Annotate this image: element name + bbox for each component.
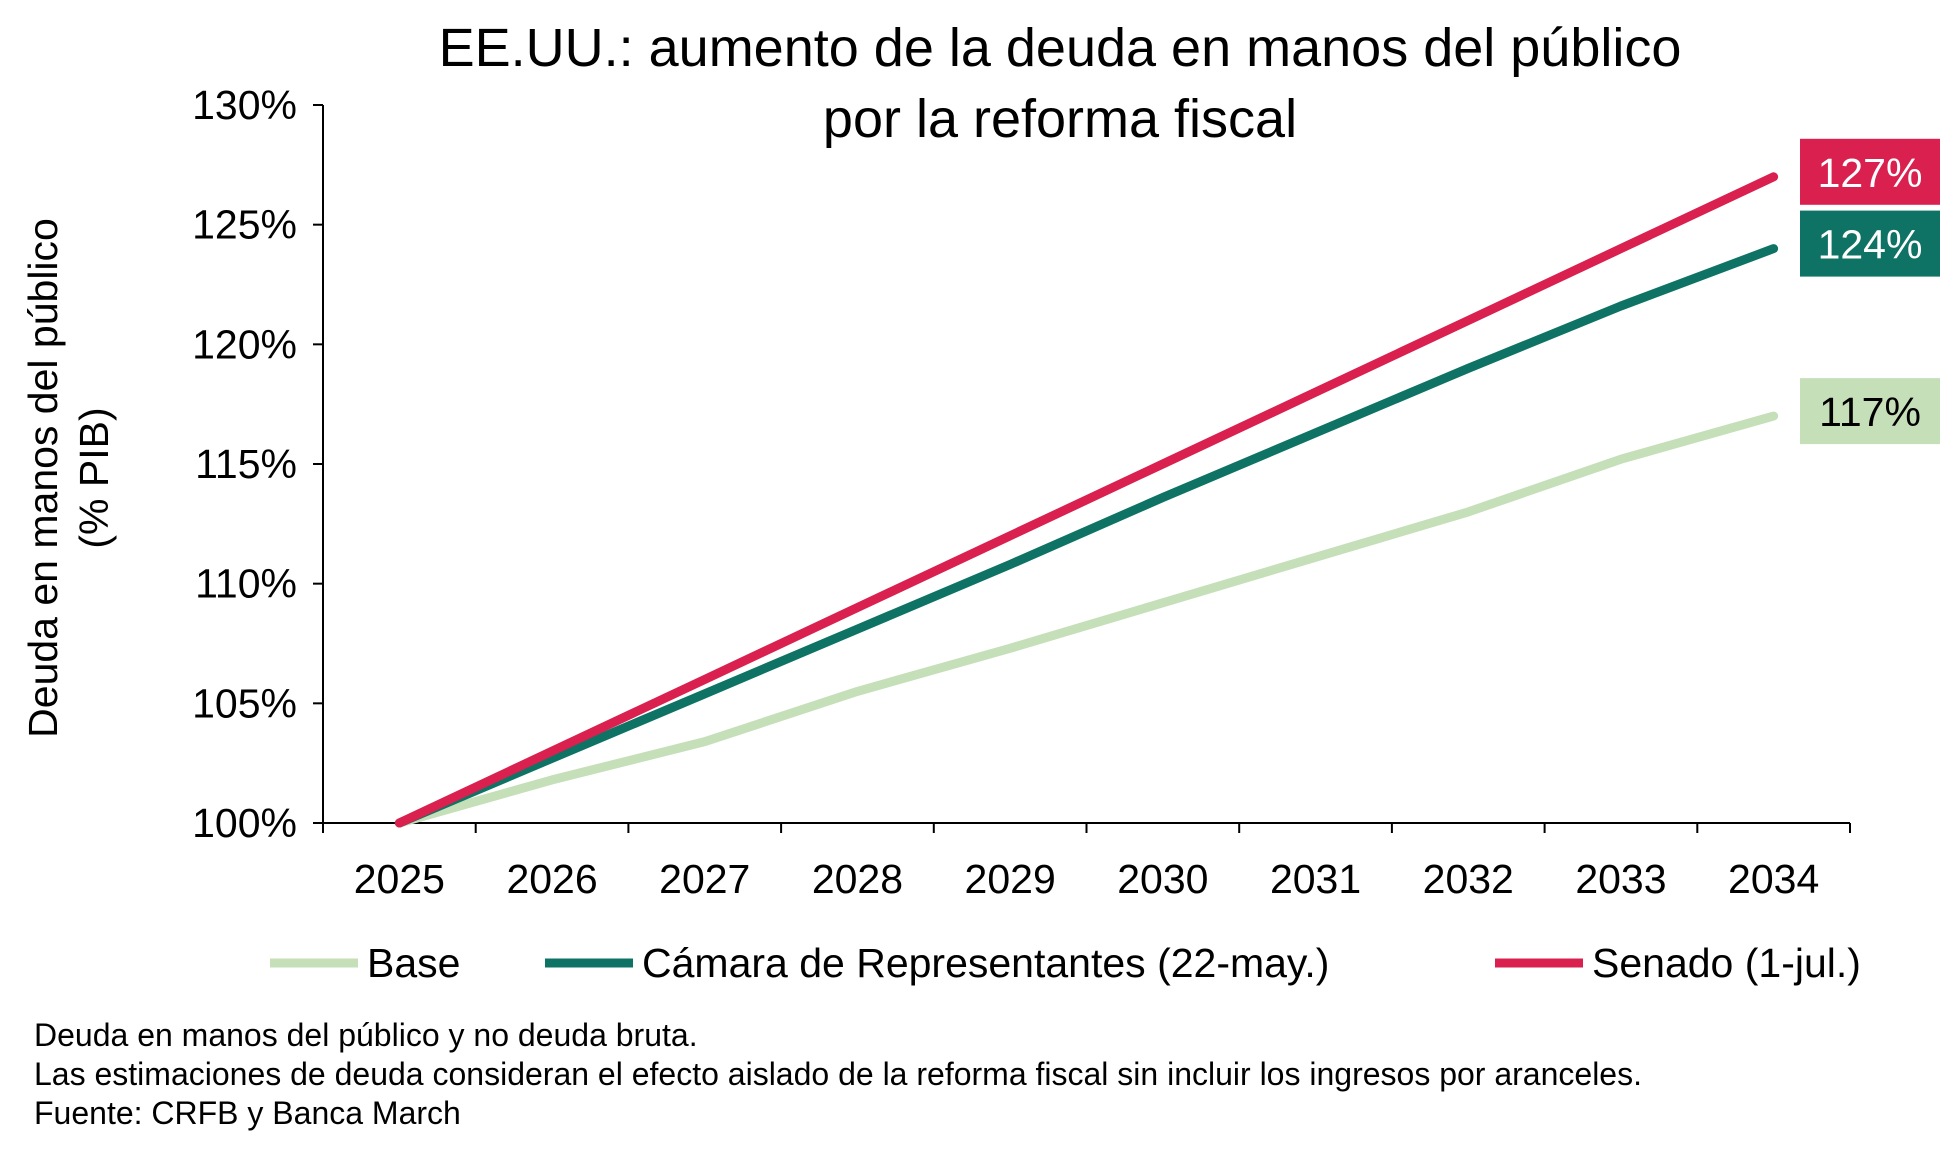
y-tick-label: 125% bbox=[192, 202, 297, 248]
x-tick-label: 2034 bbox=[1728, 856, 1819, 902]
end-label-box bbox=[1800, 138, 1940, 205]
series-lines bbox=[394, 172, 1779, 828]
footnote-2: Las estimaciones de deuda consideran el … bbox=[34, 1056, 1642, 1092]
x-tick-label: 2027 bbox=[659, 856, 750, 902]
y-axis-label-unit: (% PIB) bbox=[71, 407, 117, 548]
x-tick-label: 2033 bbox=[1575, 856, 1666, 902]
end-label: 117% bbox=[1819, 389, 1921, 435]
x-tick-label: 2029 bbox=[965, 856, 1056, 902]
legend-label: Base bbox=[367, 940, 460, 986]
series-line-3 bbox=[394, 172, 1779, 828]
y-tick-label: 100% bbox=[192, 800, 297, 846]
series-line-1 bbox=[394, 411, 1779, 828]
y-tick-label: 120% bbox=[192, 321, 297, 367]
x-tick-label: 2031 bbox=[1270, 856, 1361, 902]
y-tick-label: 110% bbox=[195, 561, 297, 607]
y-tick-label: 115% bbox=[195, 441, 297, 487]
x-tick-label: 2030 bbox=[1117, 856, 1208, 902]
footnotes: Deuda en manos del público y no deuda br… bbox=[34, 1016, 1642, 1133]
legend-label: Senado (1-jul.) bbox=[1592, 940, 1861, 986]
chart-title-line2: por la reforma fiscal bbox=[823, 89, 1297, 149]
x-tick-label: 2025 bbox=[354, 856, 445, 902]
x-ticks: 2025 2026 2027 2028 2029 2030 2031 2032 2033 2034 bbox=[322, 823, 1851, 902]
y-tick-label: 105% bbox=[192, 680, 297, 726]
end-labels: 117% 124% 127% bbox=[1800, 138, 1940, 445]
series-line-2 bbox=[394, 244, 1779, 828]
end-label: 124% bbox=[1818, 222, 1923, 268]
footnote-source: Fuente: CRFB y Banca March bbox=[34, 1095, 461, 1131]
footnote-1: Deuda en manos del público y no deuda br… bbox=[34, 1017, 698, 1053]
x-tick-label: 2032 bbox=[1423, 856, 1514, 902]
end-label: 127% bbox=[1818, 150, 1923, 196]
end-label-box bbox=[1800, 378, 1940, 445]
x-tick-label: 2026 bbox=[506, 856, 597, 902]
chart-title: EE.UU.: aumento de la deuda en manos del… bbox=[439, 18, 1682, 78]
y-ticks: 100% 105% 110% 115% 120% 125% 130% bbox=[192, 82, 323, 846]
y-tick-label: 130% bbox=[192, 82, 297, 128]
end-label-box bbox=[1800, 210, 1940, 277]
x-tick-label: 2028 bbox=[812, 856, 903, 902]
legend: Base Cámara de Representantes (22-may.) Se… bbox=[270, 940, 1861, 986]
y-axis-label: Deuda en manos del público bbox=[20, 218, 66, 738]
chart: EE.UU.: aumento de la deuda en manos del… bbox=[20, 18, 1940, 986]
legend-label: Cámara de Representantes (22-may.) bbox=[642, 940, 1329, 986]
